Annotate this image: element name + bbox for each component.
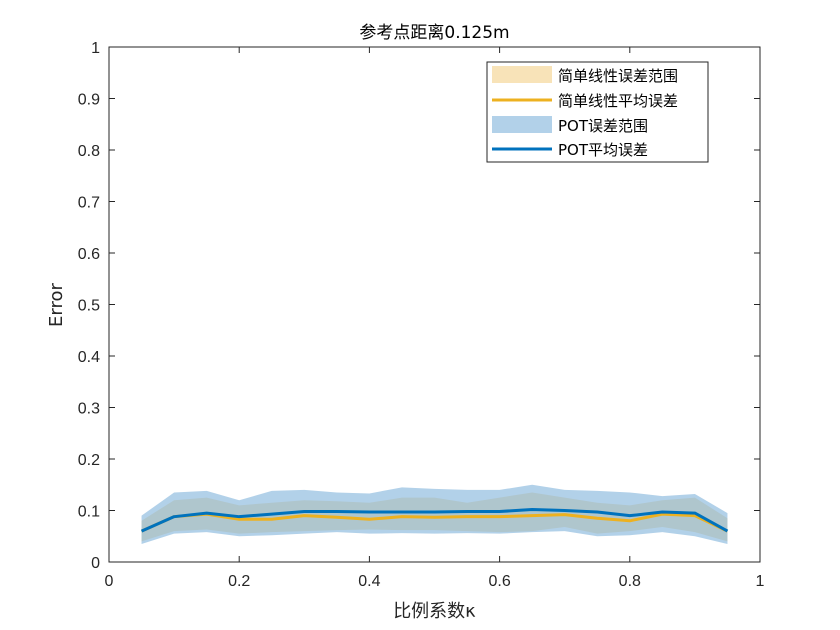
y-tick-label: 0.8 bbox=[78, 143, 100, 160]
mean-line-1 bbox=[140, 512, 729, 533]
y-tick-label: 0.5 bbox=[78, 298, 100, 315]
y-tick-label: 0.1 bbox=[78, 504, 100, 521]
legend-label-pot-mean: POT平均误差 bbox=[558, 141, 648, 159]
legend-label-pot-range: POT误差范围 bbox=[558, 117, 648, 135]
legend-swatch-pot-range bbox=[492, 116, 552, 133]
y-axis-label: Error bbox=[46, 282, 67, 326]
chart-title: 参考点距离0.125m bbox=[359, 23, 509, 43]
mean-line-3 bbox=[140, 507, 729, 533]
y-tick-label: 0.3 bbox=[78, 401, 100, 418]
y-tick-label: 0.2 bbox=[78, 452, 100, 469]
legend-label-linear-mean: 简单线性平均误差 bbox=[558, 92, 678, 110]
y-tick-label: 0.4 bbox=[78, 349, 100, 366]
legend: 简单线性误差范围 简单线性平均误差 POT误差范围 POT平均误差 bbox=[486, 61, 709, 163]
y-tick-label: 0 bbox=[91, 555, 100, 572]
legend-label-linear-range: 简单线性误差范围 bbox=[558, 67, 678, 85]
x-tick-label: 0.2 bbox=[228, 573, 250, 590]
x-tick-label: 0.8 bbox=[619, 573, 641, 590]
y-tick-label: 0.9 bbox=[78, 92, 100, 109]
x-tick-label: 0.6 bbox=[488, 573, 510, 590]
x-axis-label: 比例系数κ bbox=[393, 601, 476, 622]
y-tick-label: 0.7 bbox=[78, 195, 100, 212]
x-tick-label: 1 bbox=[756, 573, 765, 590]
legend-swatch-linear-range bbox=[492, 66, 552, 83]
band-2 bbox=[141, 484, 728, 544]
x-tick-label: 0.4 bbox=[358, 573, 380, 590]
y-tick-label: 0.6 bbox=[78, 246, 100, 263]
x-tick-label: 0 bbox=[105, 573, 114, 590]
y-tick-label: 1 bbox=[91, 40, 100, 57]
